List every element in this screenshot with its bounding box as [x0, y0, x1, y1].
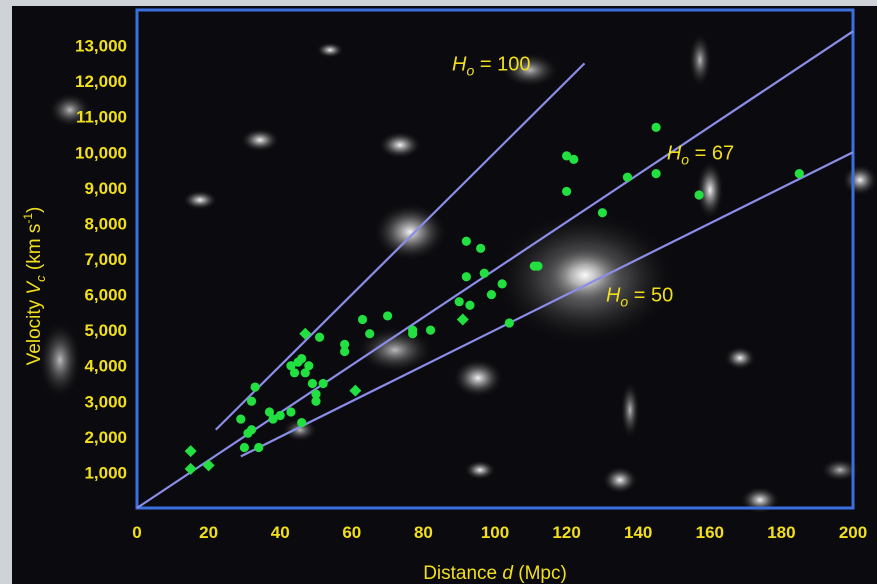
x-tick-label: 0: [132, 523, 141, 542]
fit-line-h100: [214, 62, 586, 431]
y-tick-label: 4,000: [84, 357, 127, 376]
data-point: [794, 169, 804, 179]
y-tick-label: 13,000: [75, 37, 127, 56]
y-tick-label: 6,000: [84, 286, 127, 305]
y-tick-label: 2,000: [84, 428, 127, 447]
data-point: [239, 442, 249, 453]
data-point: [297, 354, 307, 364]
data-point: [250, 382, 260, 392]
data-point: [486, 289, 497, 300]
data-point: [268, 414, 278, 424]
data-point: [340, 339, 350, 349]
fit-line-label-h67: Ho = 67: [667, 142, 734, 167]
y-tick-label: 10,000: [75, 143, 127, 162]
data-point-diamond: [202, 459, 215, 472]
x-tick-labels: 0 20 40 60 80 100 120 140 160 180 200: [132, 523, 867, 542]
y-tick-label: 8,000: [84, 214, 127, 233]
fit-lines: [136, 30, 854, 509]
data-point: [504, 318, 514, 328]
data-point: [479, 268, 489, 278]
x-tick-label: 120: [552, 523, 580, 542]
data-point: [275, 410, 285, 421]
data-point: [286, 407, 296, 417]
sky-background: [12, 6, 877, 584]
data-point-diamond: [349, 384, 362, 397]
data-point: [307, 378, 318, 389]
x-tick-label: 80: [414, 523, 433, 542]
data-point: [454, 297, 464, 307]
data-point: [286, 361, 296, 371]
x-tick-label: 180: [767, 523, 795, 542]
data-point: [562, 186, 572, 197]
data-points: [184, 122, 804, 475]
data-point: [694, 190, 704, 200]
data-point: [340, 346, 350, 357]
data-point: [461, 236, 471, 246]
y-tick-label: 9,000: [84, 179, 127, 198]
y-tick-label: 11,000: [76, 108, 127, 127]
data-point-diamond: [456, 313, 469, 326]
data-point-diamond: [299, 327, 312, 340]
data-point-diamond: [184, 462, 197, 475]
y-tick-labels: 1,000 2,000 3,000 4,000 5,000 6,000 7,000 8,000…: [75, 37, 127, 483]
data-point-diamond: [184, 445, 197, 458]
x-axis-title: Distance d (Mpc): [423, 563, 567, 584]
data-point: [408, 325, 418, 335]
x-tick-label: 140: [624, 523, 652, 542]
data-point: [651, 169, 661, 179]
data-point: [569, 154, 579, 164]
data-point: [465, 300, 475, 310]
data-point: [365, 329, 375, 339]
fit-line-labels: Ho = 100 Ho = 67 Ho = 50: [452, 53, 734, 309]
y-tick-label: 1,000: [84, 463, 127, 482]
x-tick-label: 100: [481, 523, 509, 542]
x-tick-label: 20: [199, 523, 218, 542]
data-point: [246, 396, 257, 406]
data-point: [246, 425, 257, 435]
data-point: [651, 122, 661, 132]
data-point: [236, 414, 246, 424]
x-tick-label: 40: [271, 523, 290, 542]
fit-line-h67: [136, 30, 854, 509]
y-tick-label: 12,000: [75, 72, 127, 91]
fit-line-label-h100: Ho = 100: [452, 53, 530, 78]
x-tick-label: 200: [839, 523, 867, 542]
data-point: [318, 378, 328, 389]
y-tick-label: 5,000: [84, 321, 127, 340]
y-axis-title: Velocity Vc (km s-1): [21, 207, 48, 366]
data-point: [304, 361, 314, 371]
data-point: [254, 442, 264, 453]
data-point: [300, 368, 310, 378]
data-point: [297, 418, 307, 428]
data-point: [562, 151, 572, 161]
plot-frame: [135, 8, 855, 510]
x-tick-label: 160: [696, 523, 724, 542]
y-tick-label: 7,000: [84, 250, 127, 269]
data-point: [533, 261, 543, 271]
data-point: [264, 407, 275, 417]
y-tick-label: 3,000: [84, 392, 127, 411]
data-point: [383, 311, 393, 321]
data-point: [476, 243, 486, 253]
data-point: [311, 396, 321, 406]
data-point: [289, 368, 300, 378]
data-point: [597, 208, 608, 218]
data-point: [622, 172, 633, 182]
data-point: [497, 279, 507, 289]
fit-line-h50: [240, 151, 854, 458]
data-point: [425, 325, 436, 335]
fit-line-label-h50: Ho = 50: [606, 285, 673, 310]
data-point: [357, 314, 368, 325]
data-point: [314, 332, 325, 342]
data-point: [461, 272, 471, 282]
data-point: [311, 389, 321, 399]
x-tick-label: 60: [342, 523, 361, 542]
